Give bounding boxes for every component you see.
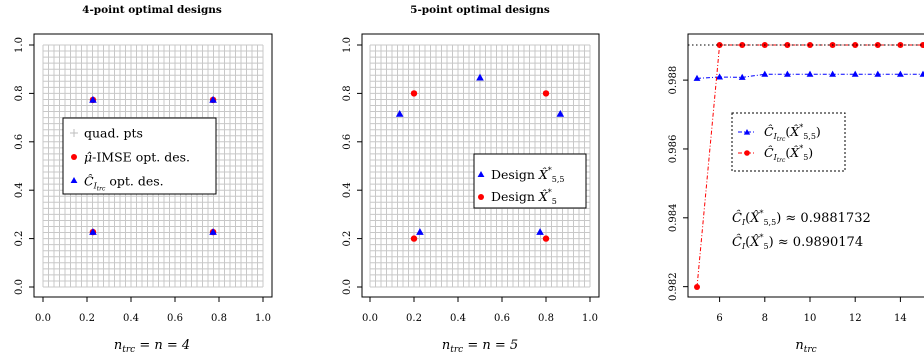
y-tick-label: 1.0 <box>342 37 353 53</box>
y-tick-label: 1.0 <box>14 37 25 53</box>
y-tick-label: 0.8 <box>342 85 353 101</box>
panel-4pt-designs: 4-point optimal designs 0.0 0.2 0.4 0.6 0.8 1… <box>14 4 272 355</box>
x-tick-label: 0.8 <box>538 313 554 324</box>
y-tick-label: 0.982 <box>668 272 679 301</box>
x-tick-label: 0.2 <box>406 313 422 324</box>
legend-red-dot <box>478 194 484 200</box>
series-point-triangle <box>784 71 791 77</box>
panel2-xlabel: ntrc = n = 5 <box>442 338 518 355</box>
x-tick-label: 0.6 <box>494 313 510 324</box>
x-tick-label: 0.4 <box>123 313 139 324</box>
series-point-triangle <box>807 71 814 77</box>
x-tick-label: 1.0 <box>255 313 271 324</box>
panel2-legend: Design X̂*5,5 Design X̂*5 <box>474 154 586 208</box>
panel3-xlabel: ntrc <box>795 338 816 355</box>
design-point-circle <box>543 90 549 96</box>
design-point-triangle <box>476 74 484 81</box>
panel1-title: 4-point optimal designs <box>82 4 222 16</box>
x-tick-label: 0.8 <box>211 313 227 324</box>
y-tick-label: 0.988 <box>668 66 679 95</box>
y-tick-label: 0.2 <box>14 231 25 247</box>
x-tick-label: 0.2 <box>79 313 95 324</box>
design-point-circle <box>543 235 549 241</box>
x-tick-label: 14 <box>894 313 907 324</box>
design-point-triangle <box>536 228 544 235</box>
series-point-triangle <box>761 71 768 77</box>
y-tick-label: 0.4 <box>342 182 353 198</box>
panel2-title: 5-point optimal designs <box>410 4 550 16</box>
series-point-triangle <box>852 71 859 77</box>
series-point-triangle <box>829 71 836 77</box>
legend-quad-pts: quad. pts <box>84 126 143 141</box>
series-point-circle <box>694 284 700 290</box>
y-tick-label: 0.2 <box>342 231 353 247</box>
design-point-circle <box>411 235 417 241</box>
legend-design-5: Design X̂*5 <box>491 188 557 206</box>
x-tick-label: 10 <box>804 313 817 324</box>
legend-red-dot <box>744 150 750 156</box>
series-point-triangle <box>874 71 881 77</box>
y-tick-label: 0.0 <box>14 279 25 295</box>
x-tick-label: 1.0 <box>582 313 598 324</box>
design-point-circle <box>411 90 417 96</box>
design-point-triangle <box>416 228 424 235</box>
series-point-triangle <box>897 71 904 77</box>
y-tick-label: 0.0 <box>342 279 353 295</box>
panel3-ticks: 6 8 10 12 14 0.982 0.984 0.986 0.988 <box>668 66 907 324</box>
x-tick-label: 12 <box>849 313 862 324</box>
y-tick-label: 0.6 <box>14 134 25 150</box>
legend-red-dot <box>71 154 77 160</box>
panel3-legend-box <box>732 113 845 171</box>
x-tick-label: 8 <box>762 313 768 324</box>
panel-c-index-vs-ntrc: 6 8 10 12 14 0.982 0.984 0.986 0.988 ntrc ĈItrc(… <box>668 34 924 355</box>
y-tick-label: 0.6 <box>342 134 353 150</box>
x-tick-label: 6 <box>716 313 722 324</box>
y-tick-label: 0.8 <box>14 85 25 101</box>
x-tick-label: 0.6 <box>167 313 183 324</box>
x-tick-label: 0.0 <box>35 313 51 324</box>
series-point-triangle <box>920 71 924 77</box>
annotation-c-5: ĈI(X̂*5) ≈ 0.9890174 <box>732 233 863 251</box>
annotation-c-55: ĈI(X̂*5,5) ≈ 0.9881732 <box>732 209 871 227</box>
x-tick-label: 0.0 <box>362 313 378 324</box>
series-point-circle <box>875 42 881 48</box>
x-tick-label: 0.4 <box>450 313 466 324</box>
panel1-legend: quad. pts μ̂-IMSE opt. des. ĈItrc opt. d… <box>63 118 216 194</box>
panel1-xlabel: ntrc = n = 4 <box>114 338 190 355</box>
y-tick-label: 0.986 <box>668 135 679 164</box>
panel3-legend: ĈItrc(X̂*5,5) ĈItrc(X̂*5) <box>732 113 845 171</box>
y-tick-label: 0.4 <box>14 182 25 198</box>
legend-imse-design: μ̂-IMSE opt. des. <box>84 150 190 165</box>
y-tick-label: 0.984 <box>668 203 679 232</box>
panel-5pt-designs: 5-point optimal designs 0.0 0.2 0.4 0.6 0.8 1… <box>342 4 599 355</box>
